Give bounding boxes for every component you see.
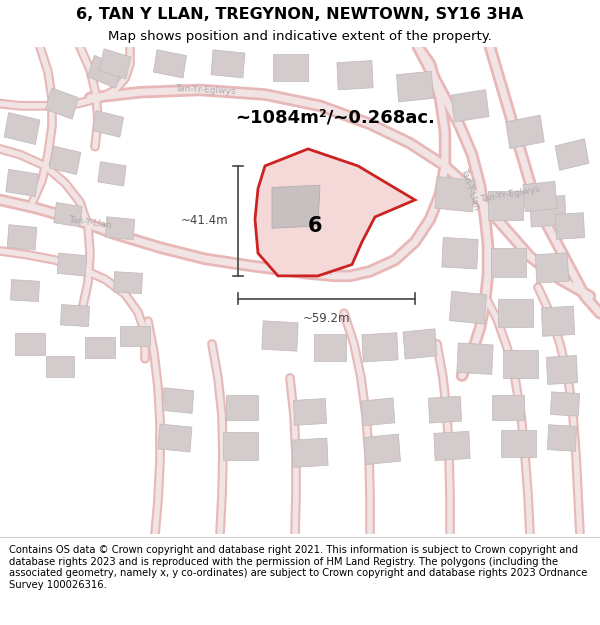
Polygon shape bbox=[158, 424, 192, 452]
Text: Tan-Y-Llan: Tan-Y-Llan bbox=[68, 215, 112, 230]
Text: ~1084m²/~0.268ac.: ~1084m²/~0.268ac. bbox=[235, 108, 435, 126]
Polygon shape bbox=[403, 329, 437, 359]
Polygon shape bbox=[15, 332, 45, 355]
Polygon shape bbox=[293, 399, 326, 426]
Polygon shape bbox=[154, 50, 187, 78]
Text: ~41.4m: ~41.4m bbox=[181, 214, 228, 228]
Polygon shape bbox=[530, 196, 566, 227]
Polygon shape bbox=[292, 438, 328, 468]
Polygon shape bbox=[98, 162, 126, 186]
Polygon shape bbox=[555, 139, 589, 171]
Polygon shape bbox=[457, 343, 493, 374]
Polygon shape bbox=[7, 224, 37, 250]
Polygon shape bbox=[434, 431, 470, 461]
Polygon shape bbox=[11, 279, 40, 302]
Polygon shape bbox=[547, 356, 578, 384]
Polygon shape bbox=[535, 253, 569, 283]
Text: 6, TAN Y LLAN, TREGYNON, NEWTOWN, SY16 3HA: 6, TAN Y LLAN, TREGYNON, NEWTOWN, SY16 3… bbox=[76, 6, 524, 21]
Polygon shape bbox=[262, 321, 298, 351]
Polygon shape bbox=[85, 337, 115, 357]
Polygon shape bbox=[491, 248, 526, 277]
Text: ~59.2m: ~59.2m bbox=[303, 312, 350, 325]
Polygon shape bbox=[451, 89, 489, 122]
Text: Tan-Y-Llan: Tan-Y-Llan bbox=[288, 266, 332, 277]
Polygon shape bbox=[54, 202, 82, 227]
Text: 6: 6 bbox=[308, 216, 322, 236]
Polygon shape bbox=[435, 177, 475, 212]
Polygon shape bbox=[497, 299, 533, 328]
Polygon shape bbox=[449, 291, 487, 324]
Text: Contains OS data © Crown copyright and database right 2021. This information is : Contains OS data © Crown copyright and d… bbox=[9, 545, 587, 590]
Polygon shape bbox=[337, 61, 373, 90]
Polygon shape bbox=[523, 181, 557, 212]
Polygon shape bbox=[4, 112, 40, 144]
Polygon shape bbox=[120, 326, 150, 346]
Polygon shape bbox=[487, 191, 523, 221]
Polygon shape bbox=[364, 434, 400, 464]
Polygon shape bbox=[255, 149, 415, 276]
Polygon shape bbox=[92, 111, 124, 138]
Polygon shape bbox=[46, 88, 79, 119]
Polygon shape bbox=[88, 56, 122, 88]
Polygon shape bbox=[503, 350, 538, 379]
Polygon shape bbox=[428, 396, 461, 423]
Polygon shape bbox=[162, 388, 194, 413]
Polygon shape bbox=[272, 185, 320, 228]
Polygon shape bbox=[506, 115, 544, 149]
Polygon shape bbox=[442, 238, 478, 269]
Text: Tan-Yr-Eglwys: Tan-Yr-Eglwys bbox=[175, 84, 235, 96]
Polygon shape bbox=[272, 54, 308, 81]
Text: Tan-Y-Llan: Tan-Y-Llan bbox=[459, 166, 481, 211]
Polygon shape bbox=[361, 398, 395, 426]
Polygon shape bbox=[6, 169, 38, 196]
Polygon shape bbox=[105, 217, 135, 240]
Polygon shape bbox=[550, 392, 580, 416]
Polygon shape bbox=[541, 306, 575, 336]
Text: Map shows position and indicative extent of the property.: Map shows position and indicative extent… bbox=[108, 30, 492, 43]
Polygon shape bbox=[223, 432, 257, 459]
Polygon shape bbox=[46, 356, 74, 377]
Polygon shape bbox=[362, 332, 398, 362]
Text: Tan-Yr-Eglwys: Tan-Yr-Eglwys bbox=[479, 184, 541, 204]
Polygon shape bbox=[49, 146, 81, 174]
Polygon shape bbox=[500, 430, 536, 457]
Polygon shape bbox=[492, 395, 524, 420]
Polygon shape bbox=[113, 272, 142, 294]
Polygon shape bbox=[547, 425, 577, 451]
Polygon shape bbox=[556, 213, 584, 239]
Polygon shape bbox=[397, 71, 433, 102]
Polygon shape bbox=[99, 49, 131, 79]
Polygon shape bbox=[314, 334, 346, 361]
Polygon shape bbox=[57, 253, 87, 276]
Polygon shape bbox=[226, 395, 258, 420]
Polygon shape bbox=[61, 304, 89, 327]
Polygon shape bbox=[211, 50, 245, 78]
